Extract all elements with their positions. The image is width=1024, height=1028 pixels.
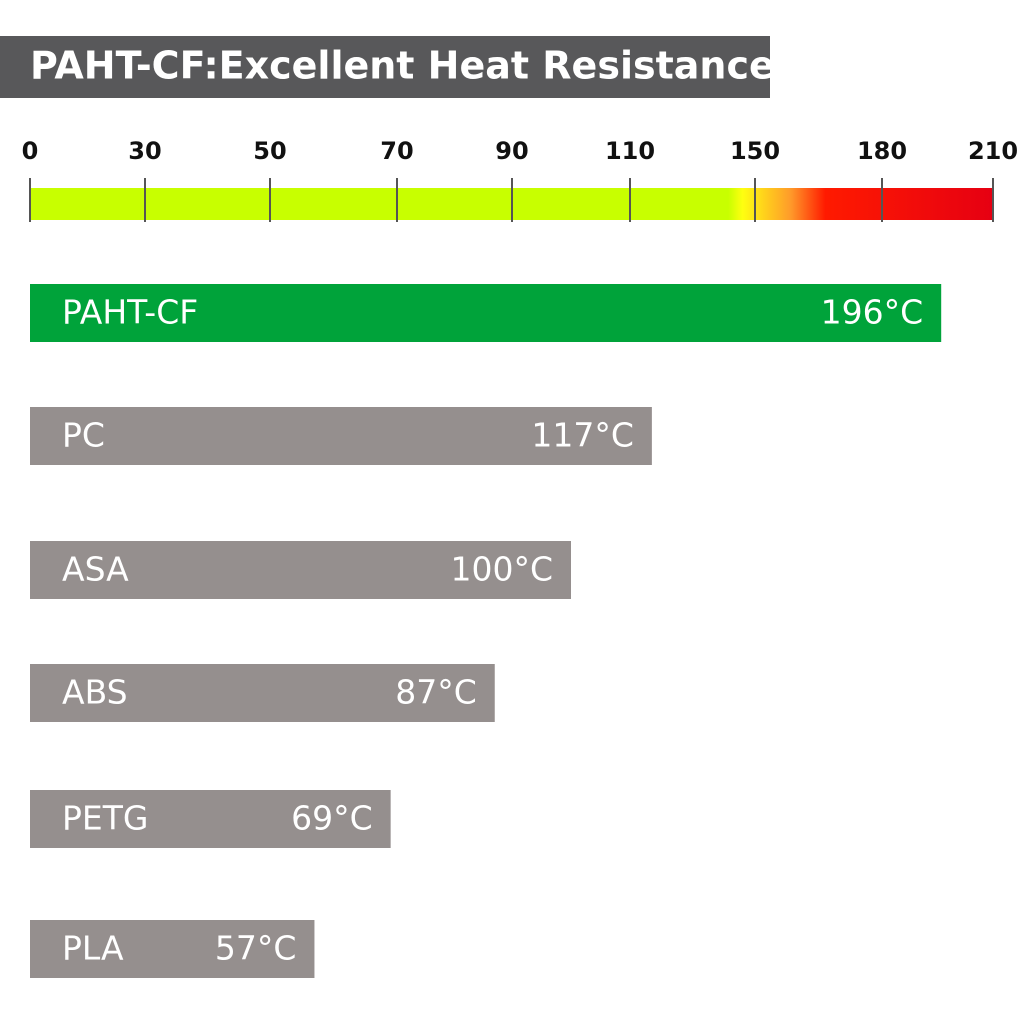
- bar: [30, 284, 942, 342]
- bar-label: ASA: [62, 550, 129, 589]
- x-tick-label: 30: [128, 137, 161, 165]
- chart-title: PAHT-CF:Excellent Heat Resistance: [30, 44, 775, 88]
- value-label: 87°C: [395, 673, 477, 712]
- x-tick-label: 70: [380, 137, 413, 165]
- bar: [30, 541, 571, 599]
- x-tick-label: 150: [730, 137, 780, 165]
- x-tick-label: 210: [968, 137, 1018, 165]
- bar-label: PETG: [62, 799, 148, 838]
- x-tick-label: 90: [495, 137, 528, 165]
- x-tick-label: 180: [857, 137, 907, 165]
- bar-label: PAHT-CF: [62, 293, 198, 332]
- bar: [30, 664, 495, 722]
- value-label: 196°C: [821, 293, 924, 332]
- bar: [30, 790, 391, 848]
- value-label: 100°C: [450, 550, 553, 589]
- value-label: 117°C: [531, 416, 634, 455]
- x-tick-label: 50: [253, 137, 286, 165]
- bar-label: PC: [62, 416, 105, 455]
- value-label: 69°C: [291, 799, 373, 838]
- x-tick-label: 0: [22, 137, 39, 165]
- bar-label: ABS: [62, 673, 128, 712]
- bar: [30, 920, 315, 978]
- x-tick-label: 110: [605, 137, 655, 165]
- title-box: [0, 36, 770, 98]
- value-label: 57°C: [215, 929, 297, 968]
- bar: [30, 407, 652, 465]
- bar-label: PLA: [62, 929, 124, 968]
